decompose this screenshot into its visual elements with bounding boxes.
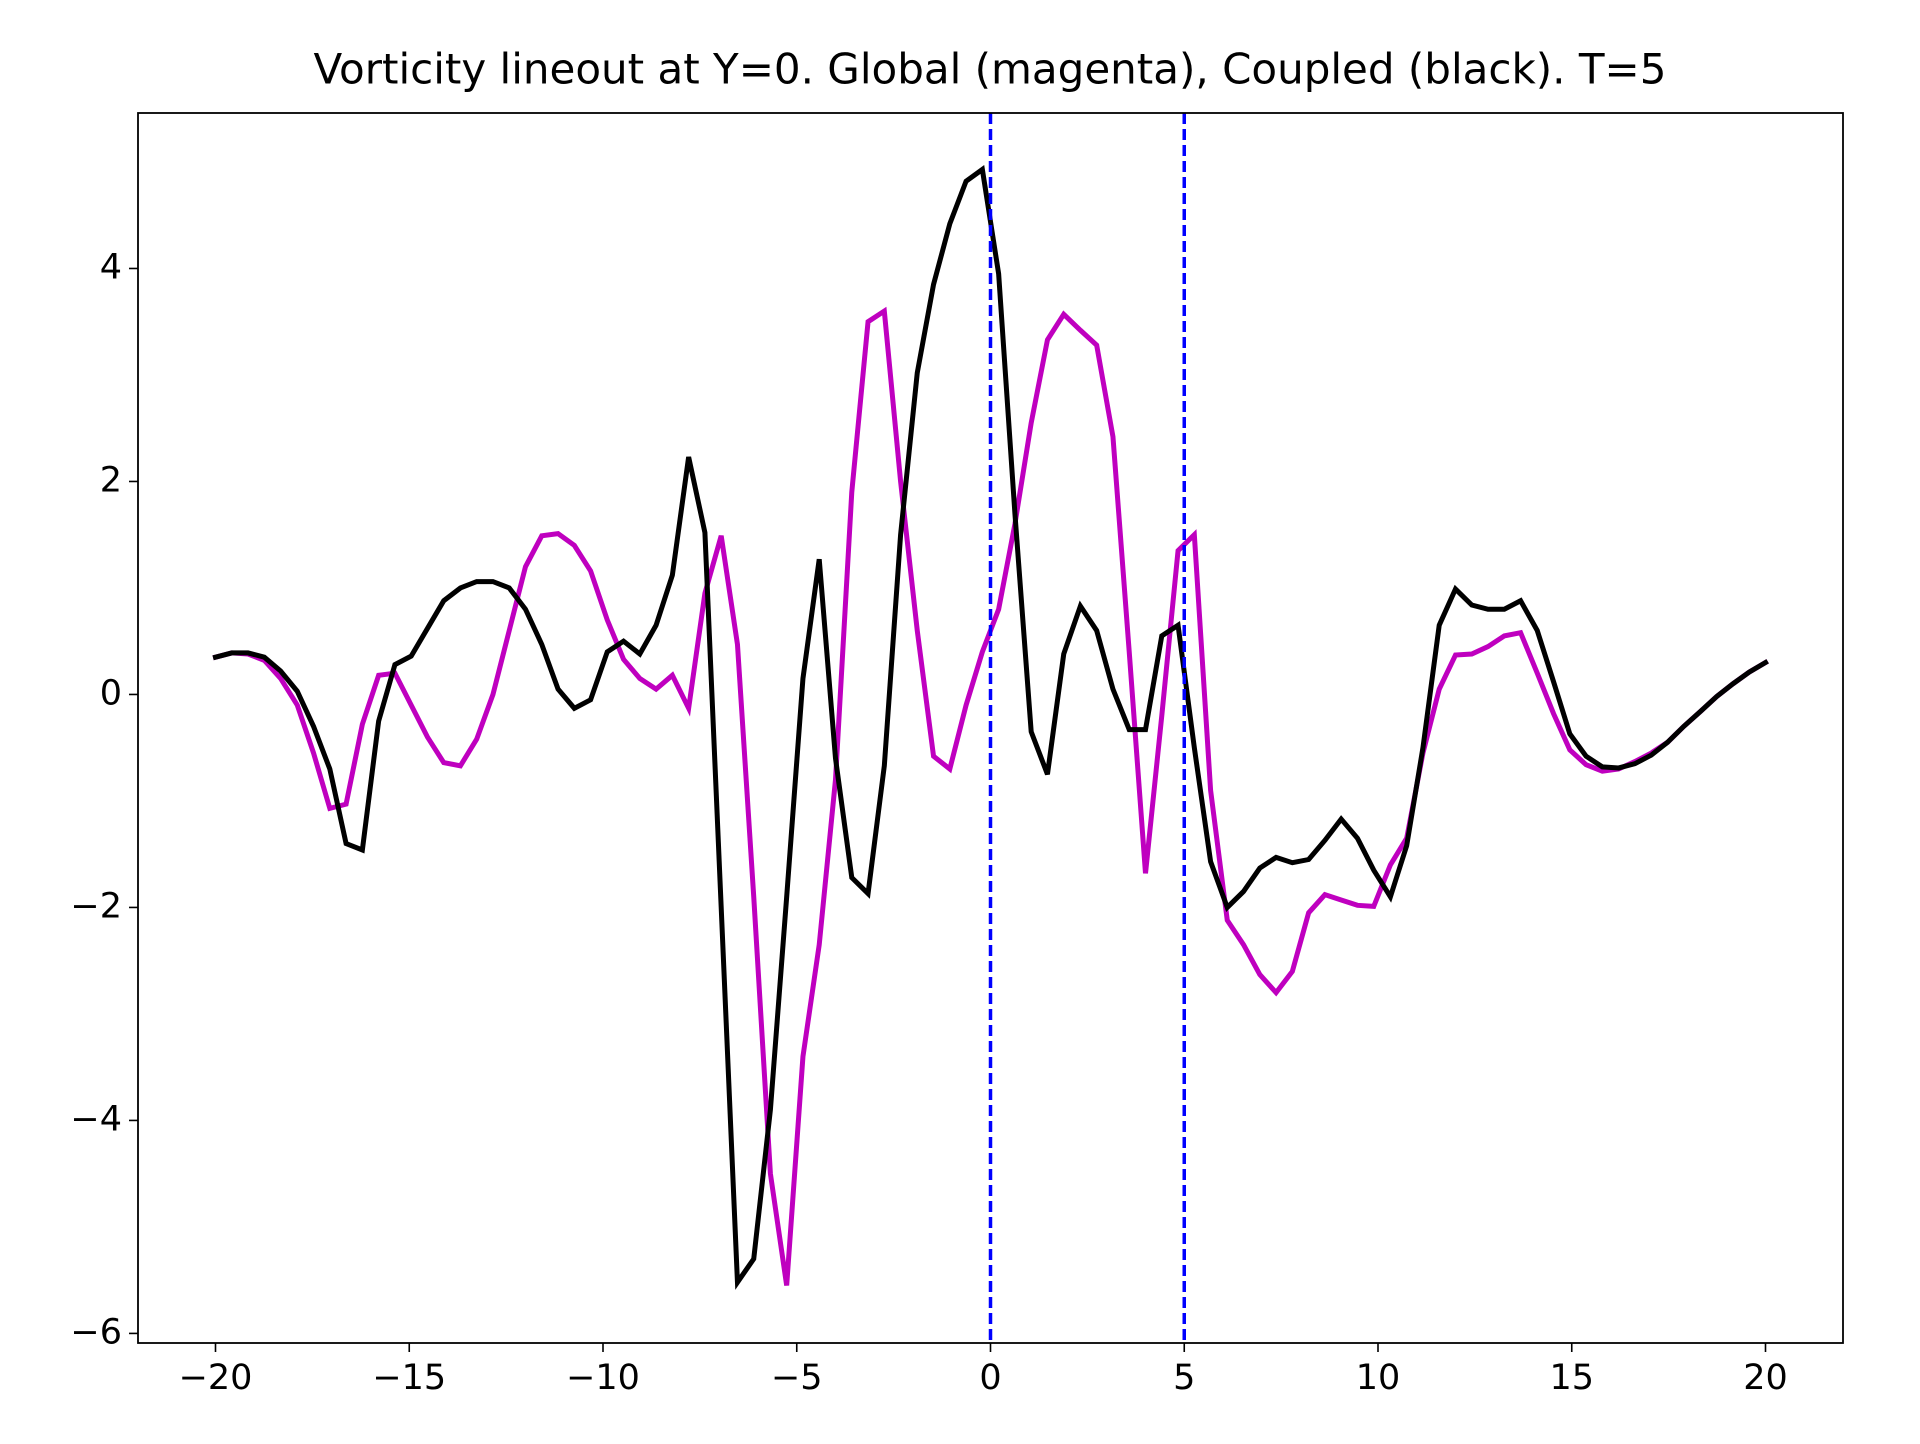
x-tick-label: −20 <box>179 1358 253 1398</box>
x-tick-label: −10 <box>566 1358 640 1398</box>
y-tick-label: 2 <box>100 460 122 500</box>
axes-frame <box>137 112 1844 1344</box>
y-tick-label: −4 <box>70 1099 122 1139</box>
x-tick-label: 15 <box>1549 1358 1594 1398</box>
x-tick-label: 5 <box>1173 1358 1195 1398</box>
x-tick-label: −15 <box>372 1358 446 1398</box>
x-tick-label: −5 <box>771 1358 823 1398</box>
y-tick-label: 0 <box>100 673 122 713</box>
y-tick-label: 4 <box>100 247 122 287</box>
series-line <box>212 165 1769 1290</box>
x-tick-label: 10 <box>1356 1358 1401 1398</box>
chart-title: Vorticity lineout at Y=0. Global (magent… <box>314 45 1667 94</box>
x-tick-label: 0 <box>979 1358 1001 1398</box>
y-tick-label: −2 <box>70 886 122 926</box>
y-tick-label: −6 <box>70 1312 122 1352</box>
x-tick-label: 20 <box>1743 1358 1788 1398</box>
